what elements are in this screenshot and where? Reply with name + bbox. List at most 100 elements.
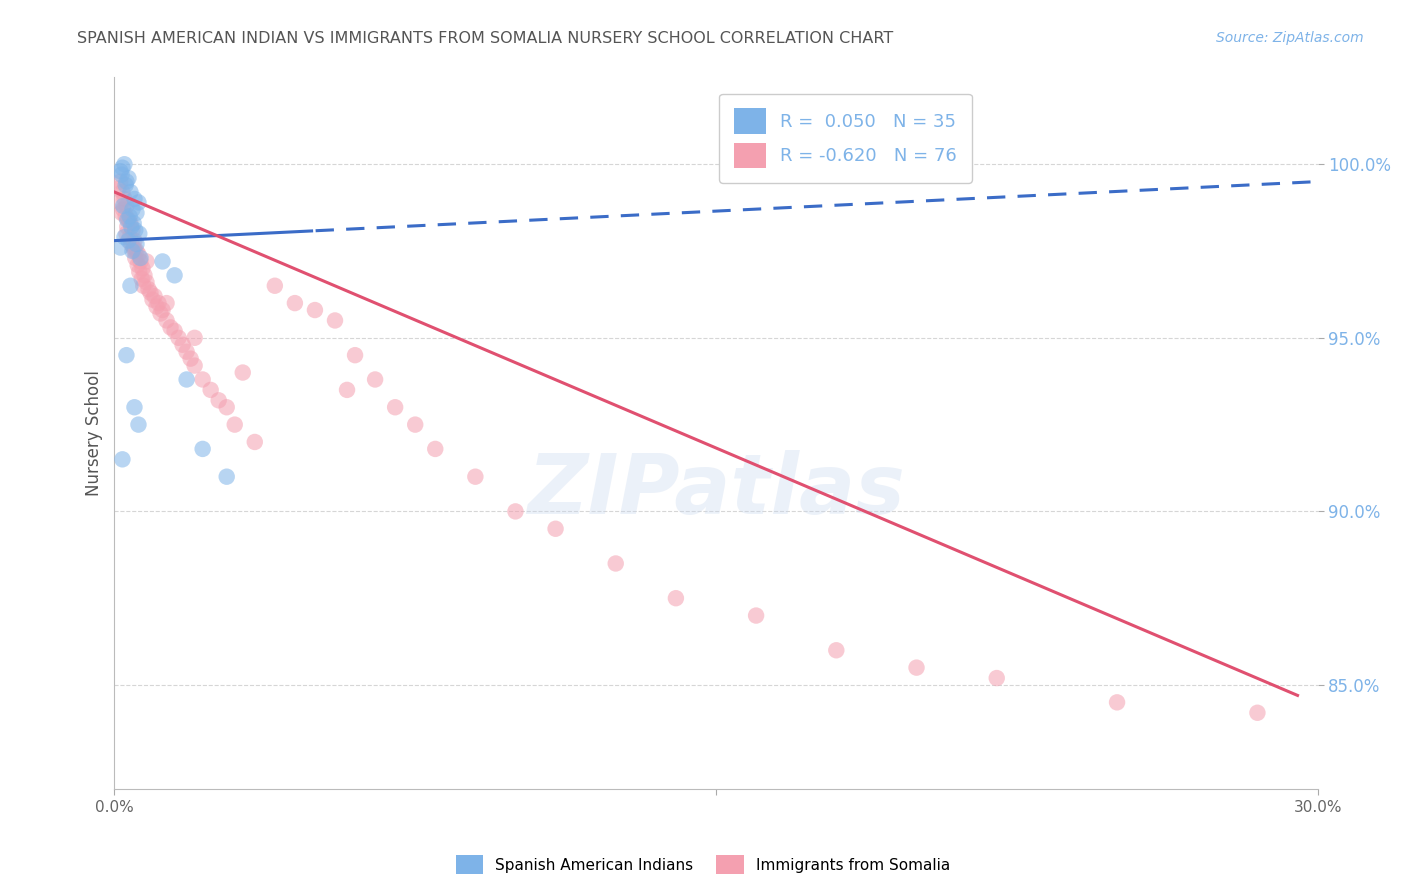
Point xyxy=(138,282,160,296)
Point xyxy=(127,247,149,261)
Point xyxy=(825,643,848,657)
Point xyxy=(122,241,145,255)
Point xyxy=(191,442,214,456)
Point xyxy=(112,199,135,213)
Point xyxy=(111,168,134,182)
Point xyxy=(120,185,142,199)
Point xyxy=(111,206,134,220)
Point xyxy=(120,278,142,293)
Point xyxy=(176,372,198,386)
Point xyxy=(284,296,307,310)
Point xyxy=(114,230,136,244)
Point xyxy=(125,237,148,252)
Point xyxy=(128,227,150,241)
Point xyxy=(224,417,246,432)
Point xyxy=(135,275,157,289)
Point xyxy=(665,591,688,606)
Point xyxy=(118,230,141,244)
Point xyxy=(905,660,928,674)
Point xyxy=(127,258,149,272)
Point xyxy=(131,272,153,286)
Point xyxy=(167,331,190,345)
Point xyxy=(129,251,152,265)
Point xyxy=(605,557,627,571)
Point xyxy=(134,268,156,283)
Point xyxy=(115,199,138,213)
Legend: R =  0.050   N = 35, R = -0.620   N = 76: R = 0.050 N = 35, R = -0.620 N = 76 xyxy=(718,94,972,183)
Point xyxy=(132,278,155,293)
Point xyxy=(121,244,143,258)
Legend: Spanish American Indians, Immigrants from Somalia: Spanish American Indians, Immigrants fro… xyxy=(450,849,956,880)
Point xyxy=(745,608,768,623)
Point xyxy=(215,469,238,483)
Point xyxy=(125,244,148,258)
Point xyxy=(172,338,194,352)
Point xyxy=(127,195,149,210)
Text: SPANISH AMERICAN INDIAN VS IMMIGRANTS FROM SOMALIA NURSERY SCHOOL CORRELATION CH: SPANISH AMERICAN INDIAN VS IMMIGRANTS FR… xyxy=(77,31,894,46)
Point xyxy=(464,469,486,483)
Point xyxy=(215,401,238,415)
Y-axis label: Nursery School: Nursery School xyxy=(86,370,103,496)
Point xyxy=(114,192,136,206)
Point xyxy=(183,331,205,345)
Point xyxy=(117,171,139,186)
Point xyxy=(120,219,142,234)
Point xyxy=(118,209,141,223)
Point xyxy=(110,164,132,178)
Point xyxy=(120,216,142,230)
Point xyxy=(128,265,150,279)
Point xyxy=(139,285,162,300)
Point xyxy=(404,417,426,432)
Point xyxy=(344,348,367,362)
Point xyxy=(122,216,145,230)
Point xyxy=(159,320,181,334)
Point xyxy=(152,303,174,318)
Point xyxy=(183,359,205,373)
Point xyxy=(117,219,139,234)
Text: Source: ZipAtlas.com: Source: ZipAtlas.com xyxy=(1216,31,1364,45)
Point xyxy=(129,254,152,268)
Point xyxy=(384,401,406,415)
Point xyxy=(115,348,138,362)
Point xyxy=(124,401,146,415)
Point xyxy=(155,313,177,327)
Point xyxy=(110,241,132,255)
Point xyxy=(336,383,359,397)
Point xyxy=(1246,706,1268,720)
Point xyxy=(124,234,146,248)
Point xyxy=(143,289,166,303)
Point xyxy=(163,324,186,338)
Point xyxy=(117,212,139,227)
Point xyxy=(114,157,136,171)
Point xyxy=(114,209,136,223)
Point xyxy=(544,522,567,536)
Point xyxy=(107,181,129,195)
Point xyxy=(124,223,146,237)
Point xyxy=(152,254,174,268)
Point xyxy=(180,351,202,366)
Point xyxy=(163,268,186,283)
Point xyxy=(145,300,167,314)
Point xyxy=(124,192,146,206)
Point xyxy=(115,175,138,189)
Point xyxy=(155,296,177,310)
Point xyxy=(111,452,134,467)
Point xyxy=(114,178,136,192)
Point xyxy=(131,261,153,276)
Point xyxy=(117,212,139,227)
Point xyxy=(110,175,132,189)
Point xyxy=(127,417,149,432)
Point xyxy=(263,278,285,293)
Point xyxy=(112,202,135,217)
Point xyxy=(323,313,346,327)
Point xyxy=(986,671,1008,685)
Point xyxy=(110,195,132,210)
Point xyxy=(243,434,266,449)
Point xyxy=(505,504,527,518)
Point xyxy=(120,237,142,252)
Point xyxy=(121,223,143,237)
Point xyxy=(304,303,326,318)
Point xyxy=(191,372,214,386)
Point xyxy=(208,393,231,408)
Point xyxy=(135,254,157,268)
